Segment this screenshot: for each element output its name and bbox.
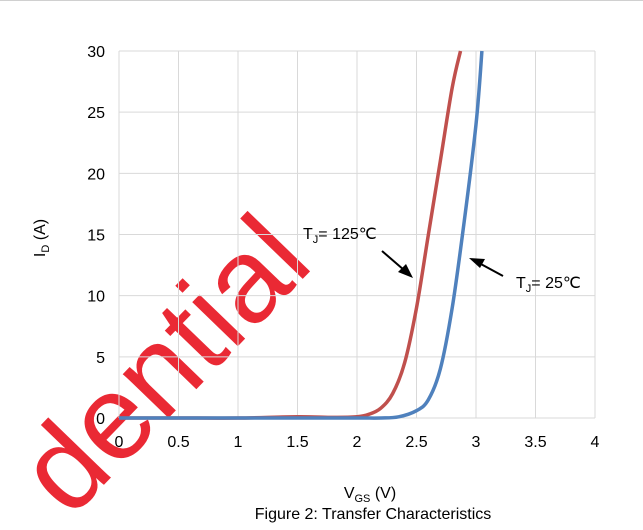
y-tick-label: 25 — [87, 105, 105, 122]
y-tick-label: 0 — [96, 411, 105, 428]
figure-caption: Figure 2: Transfer Characteristics — [255, 506, 492, 523]
x-tick-label: 3 — [472, 434, 481, 451]
top-rule — [0, 0, 643, 1]
y-tick-label: 15 — [87, 228, 105, 245]
x-tick-label: 0.5 — [167, 434, 189, 451]
y-axis-label: ID (A) — [32, 219, 52, 257]
x-axis-label: VGS (V) — [344, 485, 396, 505]
y-tick-label: 20 — [87, 166, 105, 183]
x-tick-label: 2.5 — [405, 434, 427, 451]
x-tick-label: 2 — [353, 434, 362, 451]
series-layer — [119, 50, 484, 420]
series-line-tj-25 — [119, 50, 484, 420]
y-tick-label: 10 — [87, 289, 105, 306]
x-tick-label: 1 — [234, 434, 243, 451]
watermark: dential — [0, 191, 334, 530]
x-tick-labels: 0 0.5 1 1.5 2 2.5 3 3.5 4 — [115, 434, 600, 451]
annotation-tj-125: TJ= 125℃ — [303, 226, 377, 246]
y-tick-label: 5 — [96, 350, 105, 367]
grid — [118, 50, 596, 419]
y-tick-label: 30 — [87, 44, 105, 61]
annotation-tj-25: TJ= 25℃ — [516, 275, 581, 295]
annotation-arrow-tj-125 — [381, 250, 413, 278]
x-tick-label: 4 — [591, 434, 600, 451]
annotation-arrow-tj-25 — [469, 258, 504, 277]
x-tick-label: 0 — [115, 434, 124, 451]
x-tick-label: 1.5 — [286, 434, 308, 451]
y-tick-labels: 0 5 10 15 20 25 30 — [87, 44, 105, 428]
x-tick-label: 3.5 — [524, 434, 546, 451]
